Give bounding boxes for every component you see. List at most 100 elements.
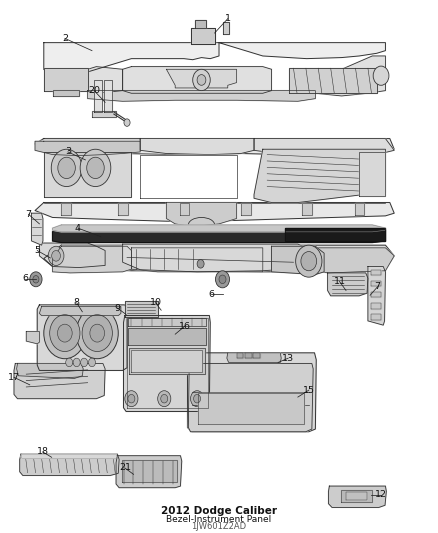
Polygon shape [61, 203, 71, 215]
Circle shape [49, 314, 80, 352]
Polygon shape [122, 460, 177, 482]
Circle shape [125, 391, 138, 407]
Circle shape [30, 272, 42, 287]
Polygon shape [254, 149, 385, 203]
Polygon shape [237, 353, 243, 358]
Polygon shape [44, 68, 88, 91]
Polygon shape [35, 203, 394, 221]
Polygon shape [254, 139, 394, 155]
Circle shape [219, 275, 226, 284]
Polygon shape [35, 141, 140, 156]
Text: 11: 11 [333, 277, 346, 286]
Polygon shape [188, 364, 313, 432]
Polygon shape [198, 393, 304, 424]
Circle shape [76, 308, 118, 359]
Text: 16: 16 [179, 322, 191, 330]
Polygon shape [219, 43, 385, 59]
Polygon shape [21, 454, 117, 458]
Polygon shape [128, 318, 206, 326]
Polygon shape [298, 248, 394, 273]
Polygon shape [227, 353, 281, 362]
Text: 4: 4 [75, 224, 81, 232]
Text: 1JW601Z2AD: 1JW601Z2AD [191, 522, 247, 531]
Text: 6: 6 [22, 274, 28, 283]
Text: 21: 21 [119, 464, 131, 472]
Circle shape [128, 394, 135, 403]
Polygon shape [94, 80, 102, 112]
Text: 5: 5 [34, 246, 40, 255]
Polygon shape [298, 56, 385, 96]
Polygon shape [128, 328, 206, 345]
Circle shape [161, 394, 168, 403]
Text: 7: 7 [374, 282, 381, 291]
Polygon shape [285, 228, 385, 241]
Polygon shape [35, 139, 394, 155]
Polygon shape [346, 492, 367, 500]
Polygon shape [131, 248, 263, 272]
Circle shape [90, 324, 105, 342]
Polygon shape [32, 213, 43, 245]
Polygon shape [123, 244, 315, 272]
Polygon shape [104, 80, 112, 112]
Polygon shape [187, 353, 316, 432]
Circle shape [33, 276, 39, 283]
Circle shape [44, 308, 86, 359]
Polygon shape [223, 22, 229, 34]
Circle shape [215, 271, 230, 288]
Circle shape [66, 358, 73, 367]
Polygon shape [39, 243, 105, 268]
Polygon shape [53, 225, 385, 232]
Polygon shape [53, 246, 131, 273]
Polygon shape [14, 364, 105, 399]
Polygon shape [253, 353, 260, 358]
Polygon shape [341, 490, 372, 502]
Polygon shape [166, 69, 237, 88]
Polygon shape [191, 28, 215, 44]
Polygon shape [371, 270, 381, 275]
Polygon shape [371, 281, 381, 286]
Polygon shape [125, 301, 158, 317]
Circle shape [73, 358, 80, 367]
Circle shape [48, 246, 64, 265]
Text: 2: 2 [62, 34, 68, 43]
Polygon shape [123, 67, 272, 93]
Polygon shape [20, 454, 119, 475]
Polygon shape [195, 20, 206, 28]
Polygon shape [371, 314, 381, 320]
Polygon shape [328, 486, 386, 507]
Text: Bezel-Instrument Panel: Bezel-Instrument Panel [166, 515, 272, 523]
Circle shape [87, 157, 104, 179]
Polygon shape [44, 152, 131, 197]
Polygon shape [241, 203, 251, 215]
Polygon shape [37, 305, 127, 370]
Polygon shape [140, 155, 237, 198]
Text: 18: 18 [37, 448, 49, 456]
Polygon shape [44, 43, 219, 77]
Circle shape [197, 260, 204, 268]
Polygon shape [35, 139, 140, 154]
Circle shape [124, 119, 130, 126]
Text: 6: 6 [208, 290, 214, 298]
Polygon shape [371, 303, 381, 309]
Polygon shape [166, 203, 237, 227]
Polygon shape [44, 67, 123, 93]
Polygon shape [39, 306, 121, 316]
Polygon shape [302, 203, 312, 215]
Polygon shape [124, 316, 210, 411]
Polygon shape [371, 292, 381, 297]
Circle shape [296, 245, 322, 277]
Polygon shape [129, 348, 205, 374]
Text: 15: 15 [303, 386, 315, 394]
Text: 7: 7 [25, 210, 32, 219]
Polygon shape [328, 273, 368, 296]
Circle shape [193, 69, 210, 91]
Polygon shape [118, 203, 128, 215]
Text: 17: 17 [8, 373, 20, 382]
Polygon shape [355, 203, 364, 215]
Polygon shape [180, 203, 189, 215]
Polygon shape [289, 68, 377, 93]
Text: 8: 8 [74, 298, 80, 307]
Text: 1: 1 [225, 14, 231, 23]
Circle shape [301, 252, 317, 271]
Text: 10: 10 [149, 298, 162, 307]
